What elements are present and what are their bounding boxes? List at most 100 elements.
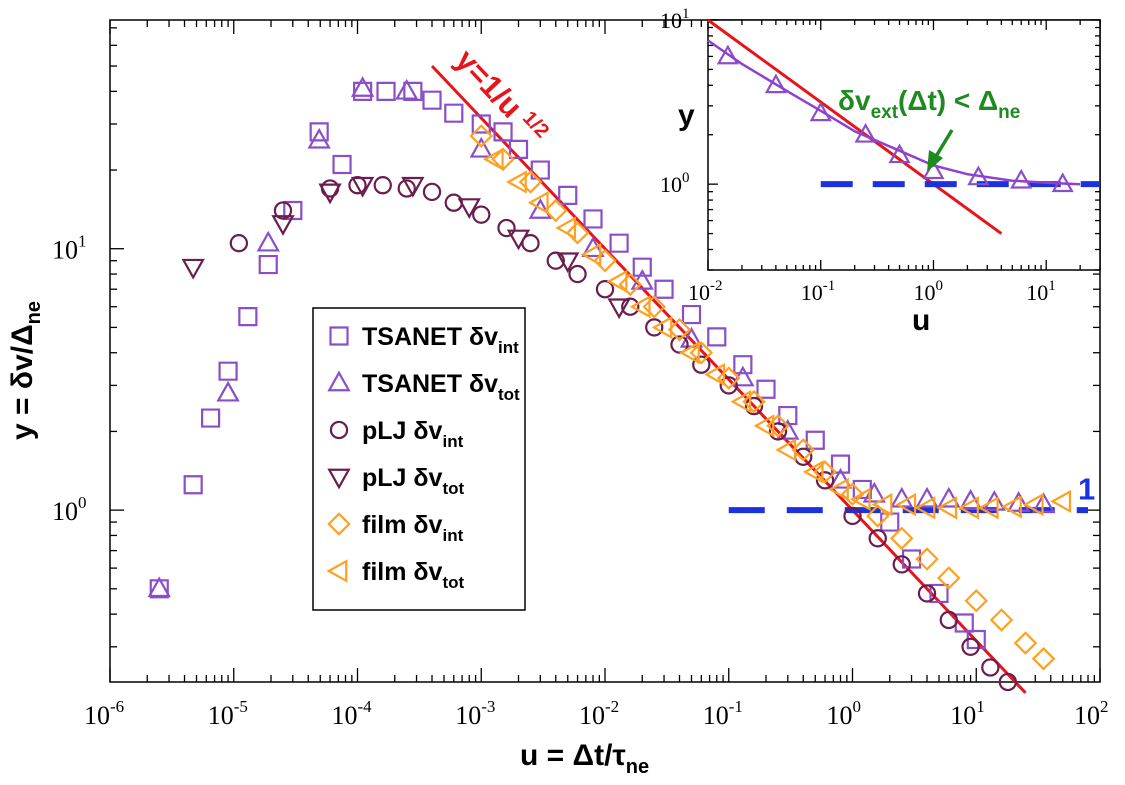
legend-label-sub: int [442, 432, 463, 451]
data-point [958, 496, 979, 520]
inset-annotation: u y δvext(Δt) < Δne [678, 85, 1020, 337]
data-point [350, 176, 375, 198]
x-tick-label-exponent: -3 [481, 697, 495, 716]
inset-data-point [809, 101, 832, 122]
x-tick-label-base: 10 [801, 280, 823, 305]
data-point [318, 183, 342, 205]
inset-reference-line-power-law [707, 18, 1003, 235]
x-tick-label: 102 [1074, 697, 1109, 730]
data-point [775, 438, 797, 462]
data-point [1001, 495, 1022, 519]
data-point [768, 422, 788, 441]
data-point [929, 583, 949, 604]
data-point [982, 489, 1006, 511]
inset-data-point [764, 73, 787, 94]
inset-x-axis-title: u [912, 304, 930, 337]
x-tick-label-base: 10 [579, 701, 605, 730]
data-point [629, 295, 651, 319]
data-point [651, 315, 673, 340]
x-tick-label: 101 [950, 697, 985, 730]
x-tick-label: 10-3 [455, 697, 495, 730]
data-point [802, 460, 824, 484]
data-point [422, 90, 442, 110]
x-tick-label-base: 10 [688, 280, 710, 305]
data-point [546, 251, 565, 270]
inset-y-axis-title: y [678, 99, 695, 132]
data-point [716, 366, 741, 390]
data-point [1013, 631, 1038, 655]
data-point [681, 304, 702, 325]
annotation-arrow-shaft [933, 129, 954, 159]
data-point [895, 492, 917, 517]
legend-label: film δvint [362, 511, 464, 545]
data-point [508, 139, 529, 159]
data-point [471, 114, 491, 134]
data-point [981, 658, 1000, 677]
annotation-rest: (Δt) < Δ [898, 85, 998, 116]
data-point [645, 318, 664, 337]
data-point [283, 200, 303, 221]
data-point [654, 279, 674, 299]
inset-data-point [1010, 168, 1033, 189]
x-tick-label-base: 10 [455, 701, 481, 730]
data-point [583, 209, 603, 229]
x-tick-label-base: 10 [913, 280, 935, 305]
data-point [568, 264, 587, 284]
data-point [309, 122, 329, 142]
legend-frame [312, 307, 526, 611]
data-point [216, 380, 240, 402]
data-point [989, 608, 1014, 632]
data-point [840, 482, 865, 507]
legend-label: TSANET δvint [362, 323, 519, 357]
data-point [642, 294, 667, 319]
data-point [892, 555, 911, 574]
x-tick-label-exponent: -2 [710, 278, 723, 294]
x-tick-label-exponent: 0 [853, 697, 862, 716]
data-point [555, 216, 577, 240]
x-tick-label-exponent: 2 [1100, 697, 1109, 716]
data-point [518, 170, 543, 194]
data-point [556, 252, 580, 274]
legend-label-sub: tot [498, 385, 520, 404]
x-tick-label-exponent: 1 [1048, 278, 1056, 294]
annotation-main: δv [838, 85, 871, 116]
data-point [753, 414, 775, 438]
data-point [618, 272, 643, 297]
y-tick-label-base: 10 [660, 172, 682, 197]
data-point [689, 340, 714, 365]
x-tick-label-base: 10 [703, 701, 729, 730]
data-point [756, 379, 776, 399]
data-point [742, 389, 766, 414]
data-point [964, 589, 989, 613]
data-point [147, 576, 171, 598]
data-point [528, 198, 552, 219]
data-point [961, 637, 980, 656]
data-point [595, 280, 615, 299]
series-square [149, 81, 986, 650]
data-point [609, 233, 629, 253]
legend-label-main: pLJ δv [362, 417, 443, 445]
data-point [506, 229, 531, 251]
x-tick-label: 10-5 [208, 697, 248, 730]
data-point [828, 467, 853, 489]
data-point [704, 362, 726, 387]
legend-label-main: pLJ δv [362, 464, 443, 492]
x-tick-label-exponent: -2 [605, 697, 619, 716]
data-point [915, 547, 939, 571]
x-tick-label-base: 10 [1026, 280, 1048, 305]
x-tick-label-exponent: 1 [976, 697, 985, 716]
data-point [667, 317, 692, 342]
x-tick-label-base: 10 [1074, 701, 1100, 730]
data-point [238, 306, 258, 327]
inset-annotation-text: δvext(Δt) < Δne [838, 85, 1020, 123]
legend-marker [329, 420, 349, 440]
x-tick-label-base: 10 [208, 701, 234, 730]
y-tick-label: 100 [52, 493, 87, 526]
data-point [580, 242, 602, 267]
y-tick-label-base: 10 [52, 236, 78, 265]
data-point [843, 506, 862, 526]
reference-one-label: 1 [1078, 471, 1095, 506]
data-point [181, 258, 205, 280]
x-tick-label: 101 [1026, 278, 1056, 305]
